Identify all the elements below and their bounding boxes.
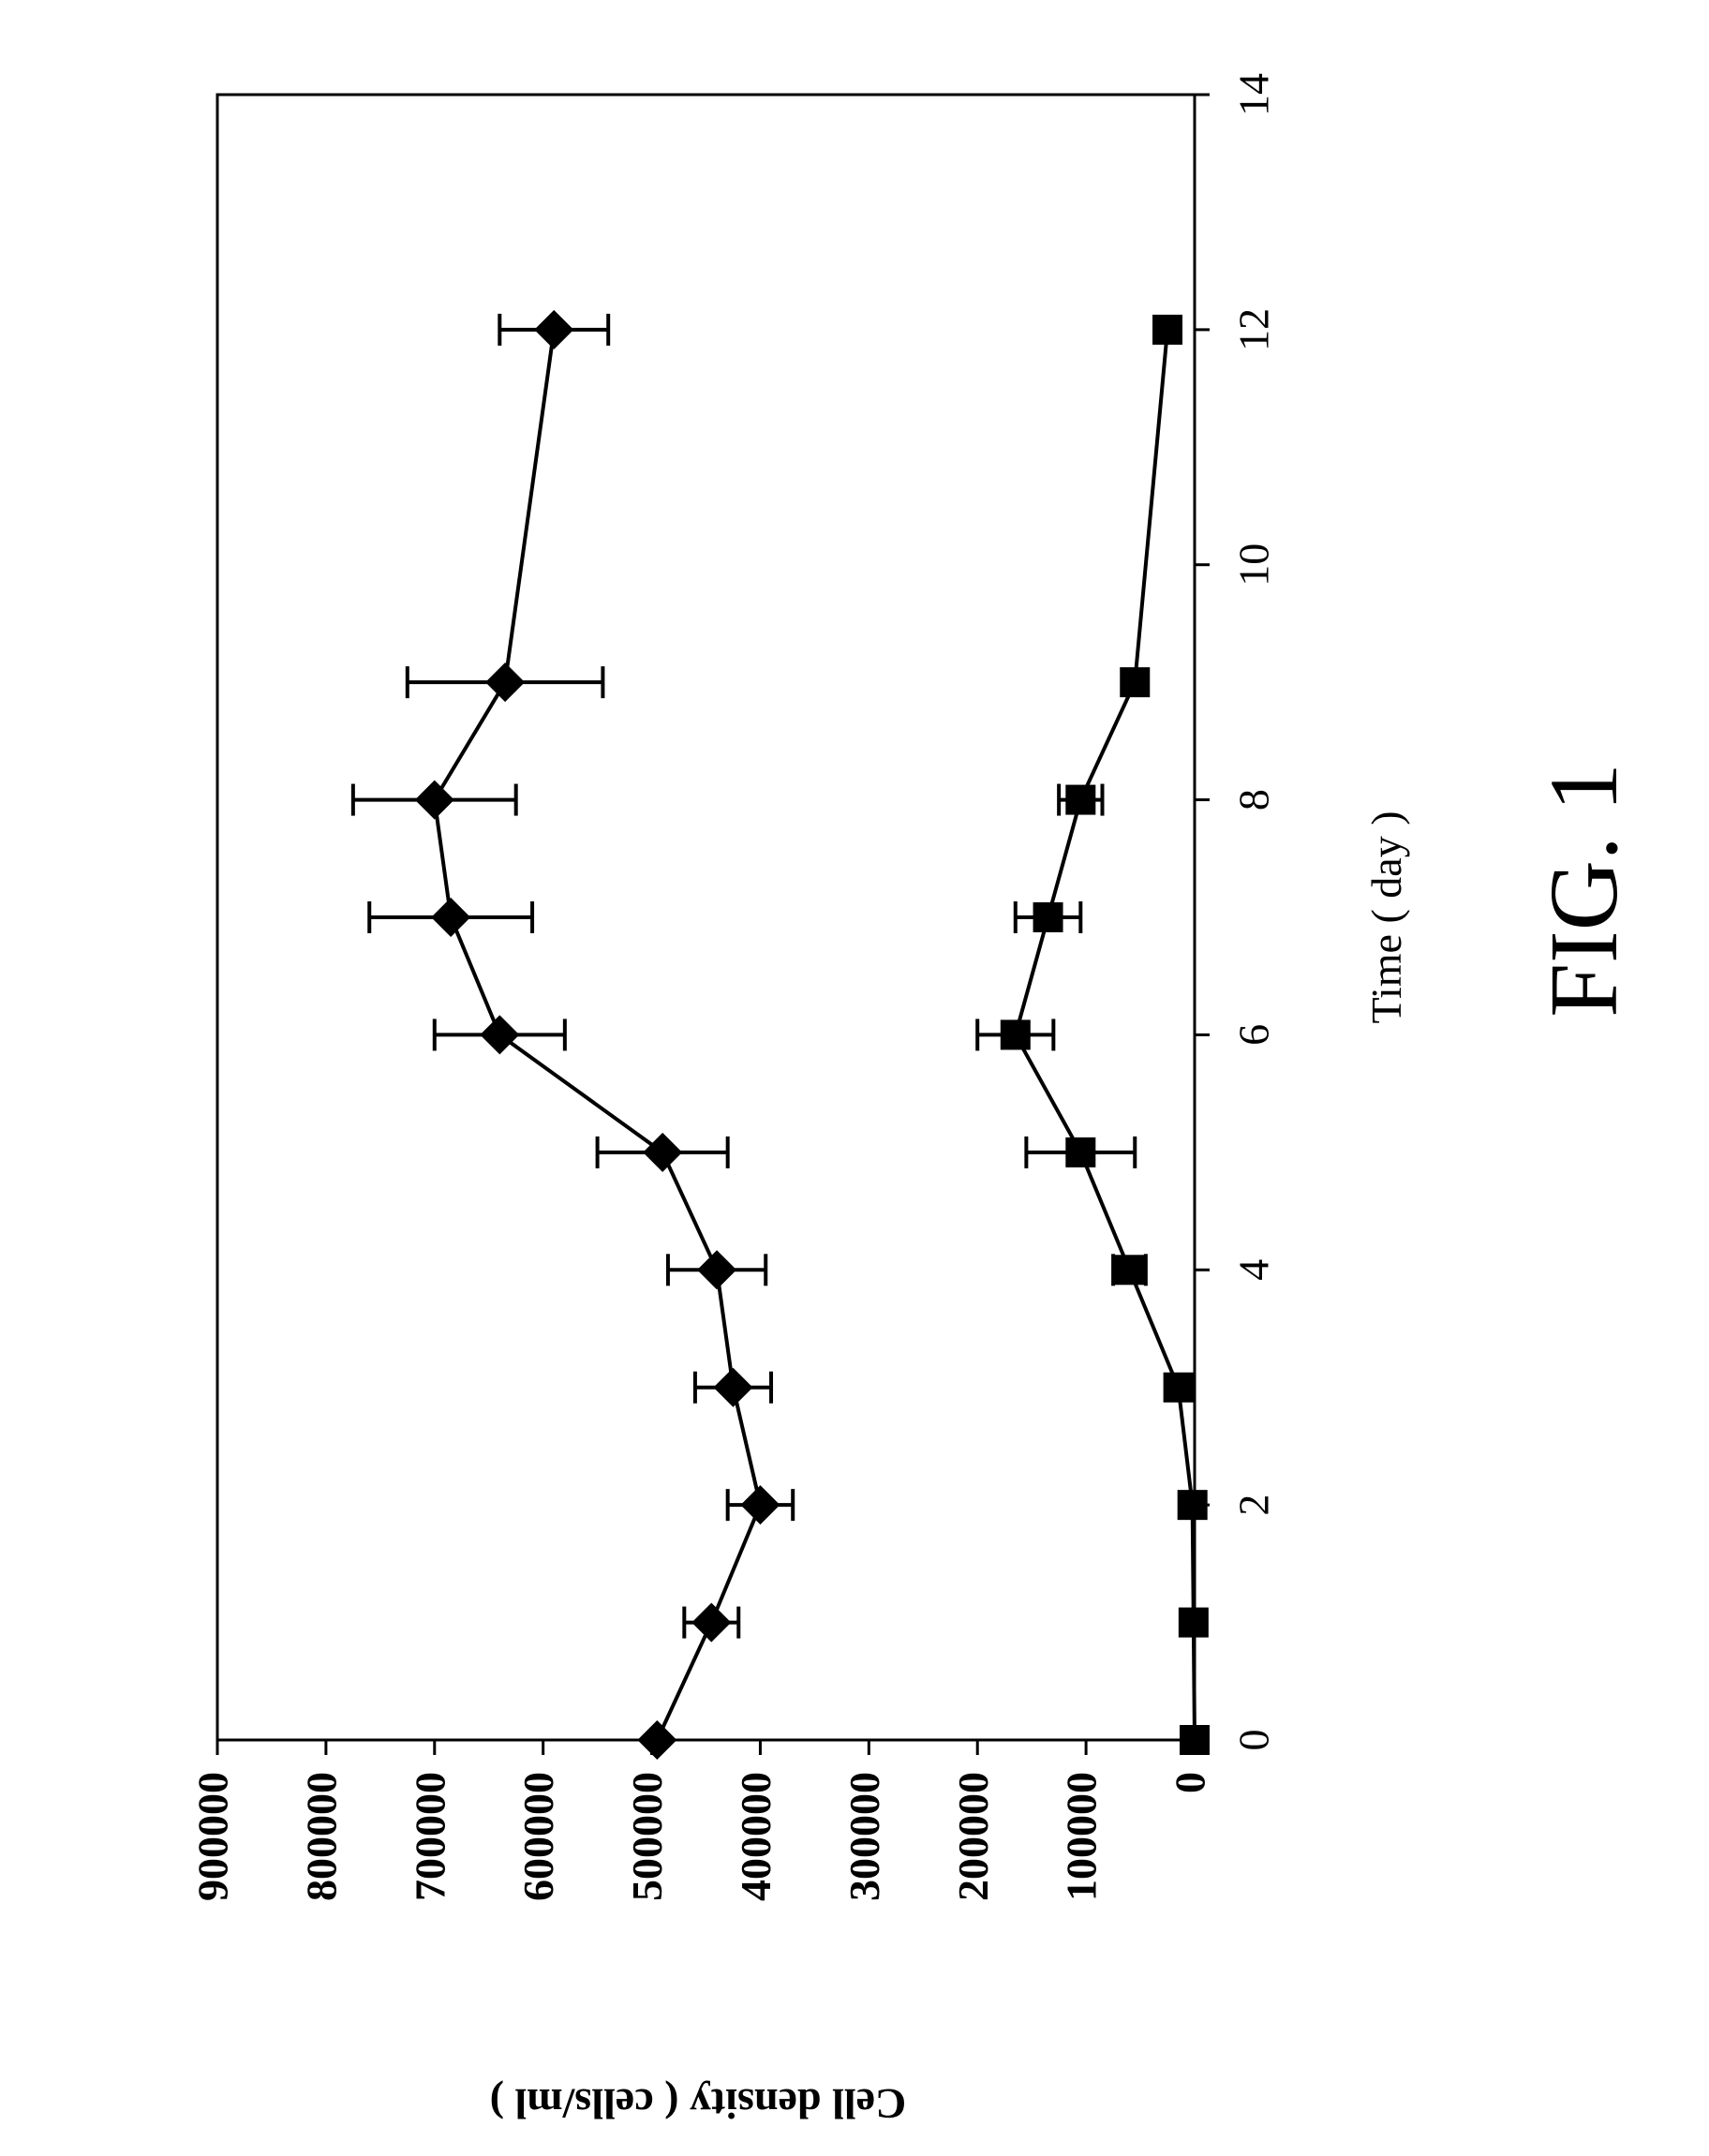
y-tick-label: 200000 bbox=[949, 1772, 997, 1901]
y-tick-label: 900000 bbox=[189, 1772, 237, 1901]
figure-label: FIG. 1 bbox=[1530, 763, 1638, 1018]
diamond-marker bbox=[697, 1250, 736, 1289]
diamond-marker bbox=[691, 1603, 731, 1643]
x-tick-label: 0 bbox=[1230, 1730, 1278, 1751]
x-tick-label: 6 bbox=[1230, 1024, 1278, 1046]
square-marker bbox=[1178, 1490, 1208, 1520]
series-1 bbox=[977, 315, 1210, 1755]
y-tick-label: 700000 bbox=[406, 1772, 453, 1901]
square-marker bbox=[1033, 902, 1063, 932]
square-marker bbox=[1065, 1137, 1095, 1167]
x-tick-label: 2 bbox=[1230, 1494, 1278, 1516]
y-tick-label: 600000 bbox=[514, 1772, 562, 1901]
diamond-marker bbox=[534, 310, 573, 349]
x-tick-label: 4 bbox=[1230, 1259, 1278, 1281]
diamond-marker bbox=[740, 1485, 780, 1524]
square-marker bbox=[1164, 1373, 1194, 1403]
square-marker bbox=[1120, 667, 1150, 697]
x-tick-label: 12 bbox=[1230, 308, 1278, 351]
diamond-marker bbox=[485, 662, 525, 702]
square-marker bbox=[1179, 1608, 1209, 1638]
x-tick-label: 14 bbox=[1230, 73, 1278, 116]
diamond-marker bbox=[713, 1368, 752, 1407]
x-tick-label: 8 bbox=[1230, 789, 1278, 810]
square-marker bbox=[1180, 1725, 1210, 1755]
square-marker bbox=[1001, 1019, 1031, 1049]
x-axis-tick-labels: 0 2 4 6 8 10 12 14 bbox=[1230, 73, 1278, 1751]
y-tick-label: 100000 bbox=[1058, 1772, 1106, 1901]
y-tick-label: 300000 bbox=[840, 1772, 888, 1901]
series-layer bbox=[353, 310, 1210, 1760]
y-tick-label: 0 bbox=[1167, 1772, 1214, 1793]
diamond-marker bbox=[480, 1015, 519, 1054]
diamond-marker bbox=[431, 898, 470, 937]
diamond-marker bbox=[643, 1133, 682, 1172]
x-tick-label: 10 bbox=[1230, 543, 1278, 587]
diamond-marker bbox=[415, 781, 454, 820]
diamond-marker bbox=[637, 1720, 676, 1760]
y-axis-title: Cell density ( cells/ml ) bbox=[490, 2080, 907, 2128]
y-tick-label: 800000 bbox=[297, 1772, 345, 1901]
series-0 bbox=[353, 310, 793, 1760]
x-axis-title: Time ( day ) bbox=[1362, 810, 1410, 1023]
y-axis-ticks bbox=[217, 1740, 1195, 1755]
y-tick-label: 400000 bbox=[732, 1772, 780, 1901]
square-marker bbox=[1065, 785, 1095, 815]
y-tick-label: 500000 bbox=[623, 1772, 671, 1901]
square-marker bbox=[1114, 1255, 1144, 1285]
square-marker bbox=[1152, 315, 1182, 345]
y-axis-tick-labels: 0 100000 200000 300000 400000 500000 600000 700… bbox=[189, 1772, 1214, 1901]
